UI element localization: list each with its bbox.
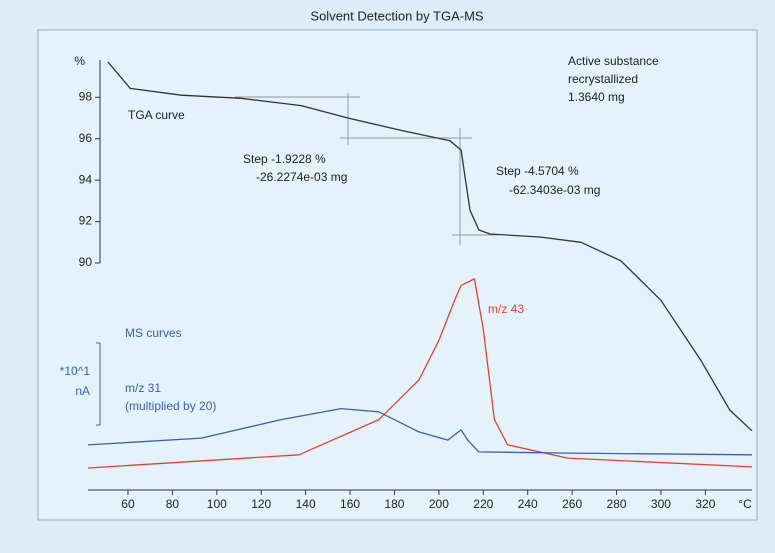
series-label: m/z 31 bbox=[125, 381, 161, 395]
x-tick-label: 60 bbox=[121, 497, 135, 511]
x-tick-label: 300 bbox=[651, 497, 671, 511]
y-unit: % bbox=[74, 54, 85, 68]
x-tick-label: 120 bbox=[251, 497, 271, 511]
y-tick-label: 90 bbox=[79, 255, 93, 269]
y-tick-label: 98 bbox=[79, 89, 93, 103]
x-unit: °C bbox=[738, 497, 752, 511]
data-line bbox=[87, 278, 753, 469]
y-tick-label: 94 bbox=[79, 172, 93, 186]
x-tick-label: 140 bbox=[296, 497, 316, 511]
x-tick-label: 260 bbox=[562, 497, 582, 511]
chart-title: Solvent Detection by TGA-MS bbox=[310, 8, 483, 23]
annotation: Step -4.5704 % bbox=[496, 164, 579, 178]
x-tick-label: 200 bbox=[429, 497, 449, 511]
y2-label: nA bbox=[75, 384, 90, 398]
x-tick-label: 220 bbox=[473, 497, 493, 511]
y2-label: *10^1 bbox=[60, 364, 91, 378]
panel bbox=[37, 29, 758, 521]
x-tick-label: 160 bbox=[340, 497, 360, 511]
x-tick-label: 180 bbox=[384, 497, 404, 511]
annotation: -26.2274e-03 mg bbox=[256, 170, 347, 184]
data-line bbox=[87, 407, 753, 456]
annotation: Active substance bbox=[568, 54, 659, 68]
annotation: 1.3640 mg bbox=[568, 90, 625, 104]
annotation: MS curves bbox=[125, 326, 182, 340]
annotation: recrystallized bbox=[568, 72, 638, 86]
x-tick-label: 100 bbox=[207, 497, 227, 511]
annotation: Step -1.9228 % bbox=[243, 152, 326, 166]
x-tick-label: 80 bbox=[166, 497, 180, 511]
x-tick-label: 240 bbox=[518, 497, 538, 511]
y-tick-label: 92 bbox=[79, 214, 93, 228]
data-line bbox=[107, 61, 753, 432]
y-tick-label: 96 bbox=[79, 131, 93, 145]
series-label: m/z 43 bbox=[488, 302, 524, 316]
x-tick-label: 320 bbox=[695, 497, 715, 511]
series-label: TGA curve bbox=[128, 108, 185, 122]
annotation: -62.3403e-03 mg bbox=[509, 183, 600, 197]
annotation: (multiplied by 20) bbox=[125, 399, 216, 413]
x-tick-label: 280 bbox=[607, 497, 627, 511]
